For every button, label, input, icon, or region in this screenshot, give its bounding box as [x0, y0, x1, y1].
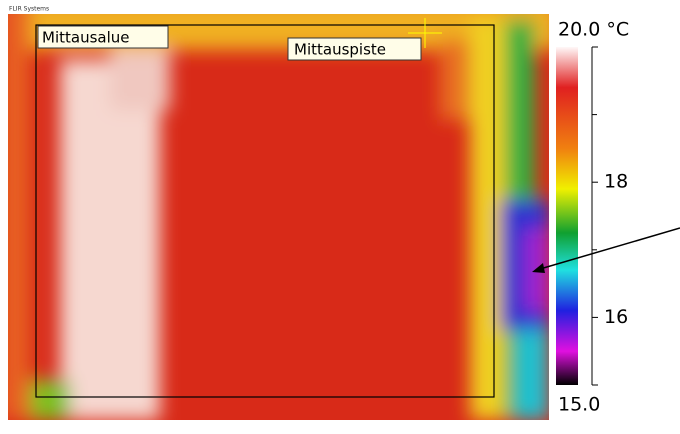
scale-label: 20.0 °C — [558, 19, 629, 41]
screen: FLIR Systems Mittausalue Mittauspiste 20… — [0, 0, 680, 434]
scale-label: 16 — [604, 306, 628, 328]
thermal-image — [0, 0, 560, 420]
brand: FLIR Systems — [9, 6, 49, 13]
color-scale — [556, 47, 578, 385]
area-label: Mittausalue — [42, 29, 129, 47]
scale-label: 15.0 — [558, 394, 600, 416]
scale-label: 18 — [604, 171, 628, 193]
spot-label: Mittauspiste — [294, 41, 386, 59]
